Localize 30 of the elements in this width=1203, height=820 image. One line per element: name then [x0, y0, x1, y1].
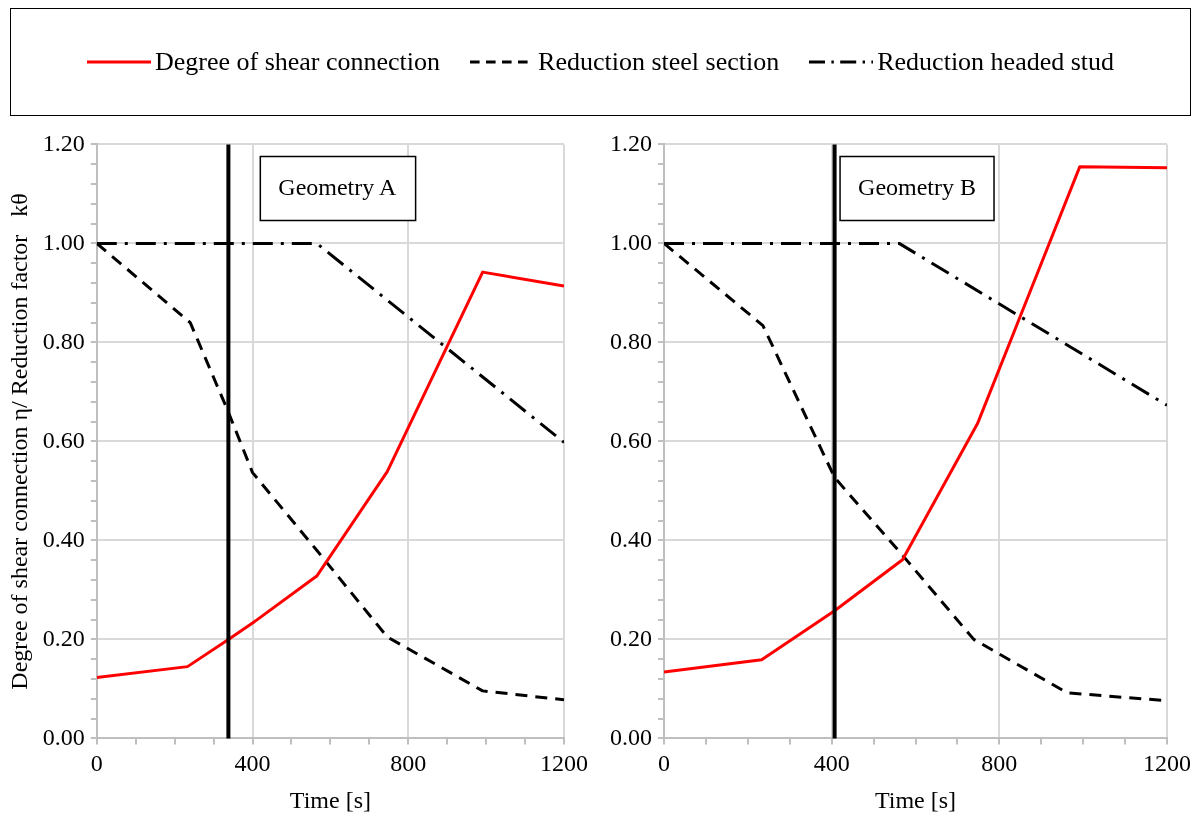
- legend-label: Reduction headed stud: [877, 47, 1115, 77]
- annotation: Geometry B: [858, 173, 977, 200]
- y-tick-label: 1.20: [42, 129, 85, 156]
- annotation: Geometry A: [278, 173, 397, 200]
- x-tick-label: 1200: [1143, 750, 1191, 777]
- x-tick-label: 800: [981, 750, 1018, 777]
- y-tick-label: 0.20: [42, 624, 85, 651]
- x-axis-title: Time [s]: [874, 786, 957, 813]
- x-tick-label: 0: [90, 750, 103, 777]
- y-axis-title: Degree of shear connection η/ Reduction factor kθ: [5, 193, 32, 690]
- y-tick-label: 0.60: [42, 426, 85, 453]
- x-tick-label: 1200: [540, 750, 588, 777]
- y-tick-label: 1.00: [42, 228, 85, 255]
- x-tick-label: 800: [390, 750, 427, 777]
- y-tick-label: 0.80: [42, 327, 85, 354]
- x-tick-label: 400: [234, 750, 271, 777]
- y-tick-label: 0.00: [610, 723, 652, 750]
- x-tick-label: 0: [658, 750, 670, 777]
- x-axis-title: Time [s]: [289, 786, 371, 813]
- y-tick-label: 1.00: [610, 228, 652, 255]
- y-tick-label: 0.00: [42, 723, 85, 750]
- y-tick-label: 0.80: [610, 327, 652, 354]
- legend-label: Degree of shear connection: [154, 47, 441, 77]
- y-tick-label: 1.20: [610, 129, 652, 156]
- y-tick-label: 0.40: [610, 525, 652, 552]
- x-tick-label: 400: [813, 750, 850, 777]
- y-tick-label: 0.60: [610, 426, 652, 453]
- y-tick-label: 0.40: [42, 525, 85, 552]
- y-tick-label: 0.20: [610, 624, 652, 651]
- legend-label: Reduction steel section: [538, 47, 780, 77]
